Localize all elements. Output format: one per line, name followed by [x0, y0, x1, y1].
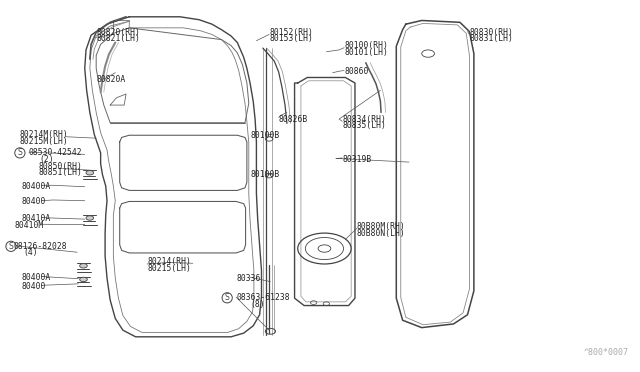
Text: 08363-61238: 08363-61238 — [236, 293, 290, 302]
Text: 80215M(LH): 80215M(LH) — [20, 137, 68, 145]
Text: (2): (2) — [39, 155, 54, 164]
Text: 80831(LH): 80831(LH) — [469, 34, 513, 44]
Text: 80336: 80336 — [236, 274, 260, 283]
Circle shape — [86, 216, 93, 220]
Text: S: S — [8, 242, 13, 251]
Text: S: S — [225, 293, 230, 302]
Text: 80821(LH): 80821(LH) — [96, 34, 140, 44]
Text: 80850(RH): 80850(RH) — [39, 162, 83, 171]
Text: 08530-42542: 08530-42542 — [29, 148, 83, 157]
Text: 80B80M(RH): 80B80M(RH) — [357, 222, 406, 231]
Text: (8): (8) — [250, 300, 265, 309]
Text: 80214M(RH): 80214M(RH) — [20, 130, 68, 139]
Text: 80153(LH): 80153(LH) — [269, 34, 313, 44]
Text: (4): (4) — [24, 248, 38, 257]
Text: S: S — [17, 148, 22, 157]
Text: 80152(RH): 80152(RH) — [269, 28, 313, 37]
Text: 80100(RH): 80100(RH) — [344, 41, 388, 50]
Text: 80319B: 80319B — [342, 155, 371, 164]
Text: 80400A: 80400A — [21, 182, 51, 190]
Text: 80400A: 80400A — [21, 273, 51, 282]
Text: 80410A: 80410A — [21, 214, 51, 223]
Text: 80100B: 80100B — [250, 131, 279, 140]
Text: 80820(RH): 80820(RH) — [96, 28, 140, 37]
Text: 80410M: 80410M — [15, 221, 44, 230]
Text: 80851(LH): 80851(LH) — [39, 168, 83, 177]
Text: 80400: 80400 — [21, 282, 45, 291]
Text: 80834(RH): 80834(RH) — [342, 115, 386, 124]
Text: 80835(LH): 80835(LH) — [342, 121, 386, 130]
Circle shape — [79, 264, 87, 268]
Text: 80820A: 80820A — [96, 75, 125, 84]
Text: 08126-82028: 08126-82028 — [13, 242, 67, 251]
Text: 80860: 80860 — [344, 67, 369, 77]
Text: ^800*0007: ^800*0007 — [584, 348, 628, 357]
Circle shape — [79, 277, 87, 282]
Text: 80B80N(LH): 80B80N(LH) — [357, 228, 406, 238]
Text: 80215(LH): 80215(LH) — [147, 263, 191, 273]
Text: 80214(RH): 80214(RH) — [147, 257, 191, 266]
Circle shape — [86, 170, 93, 175]
Text: 80400: 80400 — [21, 197, 45, 206]
Text: 80101(LH): 80101(LH) — [344, 48, 388, 57]
Text: 80100B: 80100B — [250, 170, 279, 179]
Text: 80826B: 80826B — [278, 115, 308, 124]
Text: 80830(RH): 80830(RH) — [469, 28, 513, 37]
